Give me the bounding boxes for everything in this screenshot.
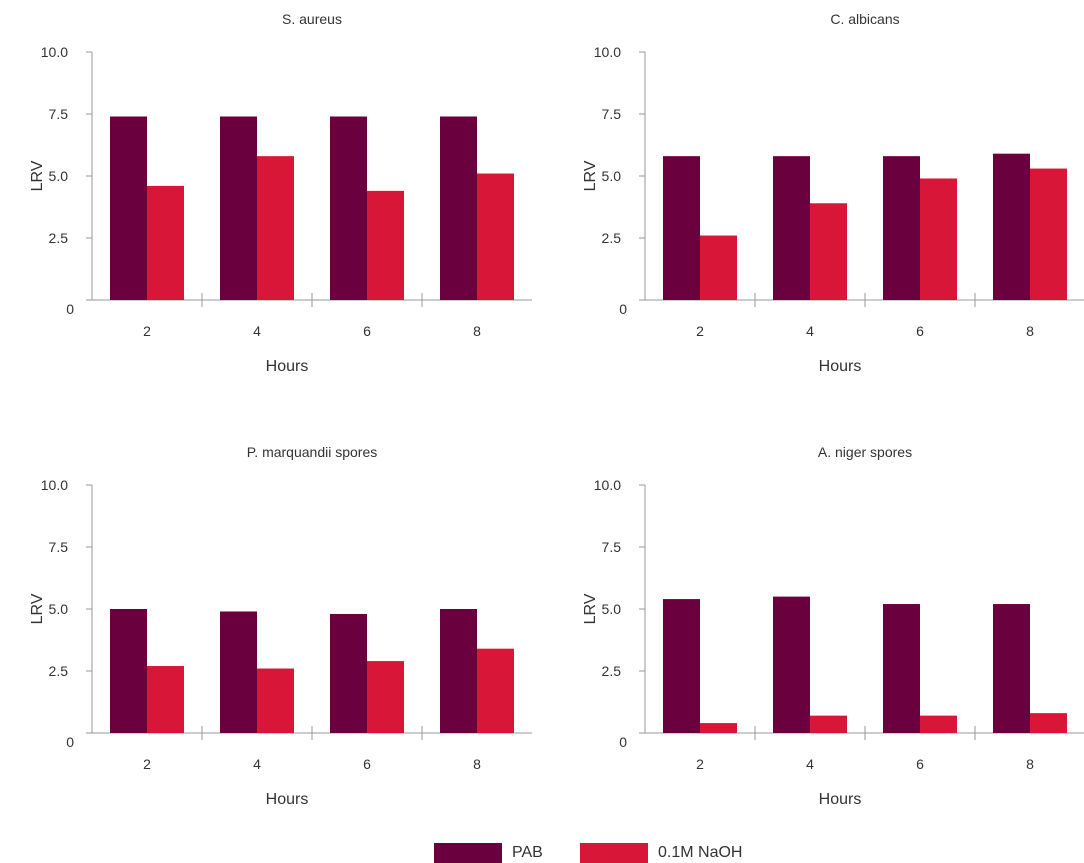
y-tick-label: 10.0	[41, 44, 68, 60]
y-tick-label: 2.5	[602, 230, 622, 246]
bar-pab-2h	[663, 599, 700, 733]
legend-label-naoh: 0.1M NaOH	[658, 844, 743, 861]
bar-naoh-6h	[920, 178, 957, 300]
x-axis-label: Hours	[266, 791, 309, 808]
x-tick-label: 8	[1026, 756, 1034, 772]
y-tick-label: 0	[619, 301, 627, 317]
chart-panel-2: C. albicans 0 2.5 5.0 7.5 10.0 LRV 2 4 6 8 Hours	[582, 11, 1084, 375]
y-tick-label: 2.5	[602, 663, 622, 679]
legend-label-pab: PAB	[512, 844, 543, 861]
bar-naoh-6h	[920, 715, 957, 733]
y-tick-label: 10.0	[594, 44, 621, 60]
y-tick-label: 0	[66, 734, 74, 750]
bar-naoh-2h	[700, 723, 737, 733]
y-tick-label: 10.0	[594, 477, 621, 493]
bar-pab-6h	[330, 116, 367, 300]
x-tick-label: 4	[253, 756, 261, 772]
bar-naoh-6h	[367, 661, 404, 733]
y-tick-label: 5.0	[49, 601, 69, 617]
legend-item-pab: PAB	[434, 843, 543, 863]
y-tick-label: 2.5	[49, 230, 69, 246]
bar-naoh-2h	[700, 235, 737, 300]
y-axis-label: LRV	[29, 593, 46, 624]
y-axis-label: LRV	[29, 160, 46, 191]
bar-pab-6h	[883, 604, 920, 733]
y-tick-label: 7.5	[49, 539, 69, 555]
x-tick-label: 8	[473, 756, 481, 772]
chart-title: S. aureus	[282, 11, 342, 27]
y-tick-label: 7.5	[602, 539, 622, 555]
x-tick-label: 6	[363, 756, 371, 772]
bar-naoh-4h	[810, 203, 847, 300]
y-tick-label: 10.0	[41, 477, 68, 493]
bar-naoh-4h	[257, 668, 294, 733]
x-tick-label: 2	[143, 323, 151, 339]
y-axis-label: LRV	[582, 593, 599, 624]
legend-item-naoh: 0.1M NaOH	[580, 843, 742, 863]
chart-title: A. niger spores	[818, 444, 912, 460]
chart-title: C. albicans	[830, 11, 899, 27]
bar-pab-4h	[773, 596, 810, 733]
x-tick-label: 6	[916, 756, 924, 772]
bar-pab-2h	[110, 116, 147, 300]
bar-naoh-2h	[147, 666, 184, 733]
bar-pab-4h	[220, 116, 257, 300]
bar-pab-2h	[110, 609, 147, 733]
x-tick-label: 6	[916, 323, 924, 339]
y-tick-label: 5.0	[602, 601, 622, 617]
bar-pab-6h	[883, 156, 920, 300]
chart-panel-1: S. aureus 0 2.5 5.0 7.5 10.0 LRV 2 4 6 8 Hours	[29, 11, 532, 375]
legend-swatch-pab	[434, 843, 502, 863]
x-axis-label: Hours	[819, 358, 862, 375]
legend-swatch-naoh	[580, 843, 648, 863]
bar-naoh-6h	[367, 190, 404, 300]
bar-naoh-8h	[477, 173, 514, 300]
bar-naoh-4h	[257, 156, 294, 300]
y-tick-label: 0	[66, 301, 74, 317]
bar-pab-8h	[440, 609, 477, 733]
bar-naoh-8h	[1030, 168, 1067, 300]
x-tick-label: 2	[143, 756, 151, 772]
y-tick-label: 7.5	[49, 106, 69, 122]
legend: PAB 0.1M NaOH	[0, 843, 1084, 863]
bar-naoh-8h	[1030, 713, 1067, 733]
x-tick-label: 8	[1026, 323, 1034, 339]
bar-naoh-4h	[810, 715, 847, 733]
bar-pab-8h	[440, 116, 477, 300]
y-tick-label: 5.0	[49, 168, 69, 184]
x-axis-label: Hours	[266, 358, 309, 375]
x-tick-label: 2	[696, 323, 704, 339]
y-tick-label: 5.0	[602, 168, 622, 184]
x-tick-label: 2	[696, 756, 704, 772]
bar-pab-8h	[993, 153, 1030, 300]
chart-panel-4: A. niger spores 0 2.5 5.0 7.5 10.0 LRV 2 4 6 8 Hour…	[582, 444, 1084, 808]
y-axis-label: LRV	[582, 160, 599, 191]
bar-pab-4h	[220, 611, 257, 733]
x-tick-label: 4	[806, 756, 814, 772]
x-tick-label: 4	[253, 323, 261, 339]
bar-naoh-2h	[147, 185, 184, 300]
y-tick-label: 7.5	[602, 106, 622, 122]
chart-title: P. marquandii spores	[247, 444, 377, 460]
bar-naoh-8h	[477, 648, 514, 733]
x-tick-label: 8	[473, 323, 481, 339]
bar-pab-4h	[773, 156, 810, 300]
x-tick-label: 6	[363, 323, 371, 339]
y-tick-label: 2.5	[49, 663, 69, 679]
chart-panel-3: P. marquandii spores 0 2.5 5.0 7.5 10.0 LRV 2 4 6…	[29, 444, 532, 808]
x-axis-label: Hours	[819, 791, 862, 808]
bar-pab-6h	[330, 613, 367, 733]
bar-pab-8h	[993, 604, 1030, 733]
x-tick-label: 4	[806, 323, 814, 339]
y-tick-label: 0	[619, 734, 627, 750]
bar-pab-2h	[663, 156, 700, 300]
